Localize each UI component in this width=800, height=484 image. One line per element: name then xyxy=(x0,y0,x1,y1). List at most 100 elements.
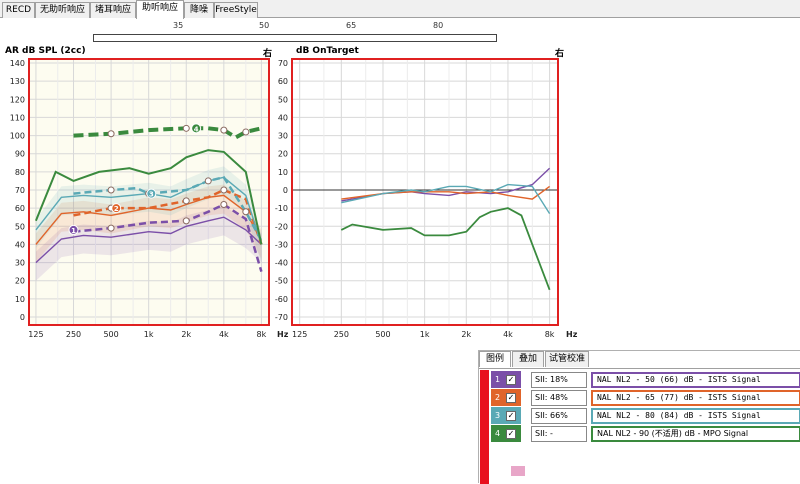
x-tick-label: 500 xyxy=(103,330,118,339)
deviation-curve xyxy=(340,207,551,291)
legend-row[interactable]: 4 ✓ SII: - NAL NL2 - 90 (不适用) dB - MPO S… xyxy=(491,425,800,443)
y-tick-label: 10 xyxy=(278,168,288,177)
x-tick-label: 125 xyxy=(28,330,43,339)
series-checkbox[interactable]: ✓ xyxy=(506,375,516,385)
x-tick-label: 8k xyxy=(257,330,267,339)
target-marker xyxy=(204,177,212,185)
target-curve xyxy=(73,126,262,140)
legend-row[interactable]: 1 ✓ SII: 18% NAL NL2 - 50 (66) dB - ISTS… xyxy=(491,371,800,389)
deviation-curve xyxy=(341,183,551,214)
series-badge-label: 3 xyxy=(149,191,154,199)
x-tick-label: 4k xyxy=(503,330,513,339)
series-checkbox[interactable]: ✓ xyxy=(506,393,516,403)
y-tick-label: 20 xyxy=(278,150,288,159)
ruler-label: 35 xyxy=(173,21,184,30)
x-unit-label: Hz xyxy=(566,330,578,339)
measured-curve xyxy=(34,149,263,245)
legend-row[interactable]: 2 ✓ SII: 48% NAL NL2 - 65 (77) dB - ISTS… xyxy=(491,389,800,407)
y-tick-label: 130 xyxy=(10,77,25,86)
target-marker xyxy=(220,186,228,194)
y-tick-label: -20 xyxy=(275,222,288,231)
legend-tab-legend[interactable]: 图例 xyxy=(479,351,511,367)
series-description: NAL NL2 - 50 (66) dB - ISTS Signal xyxy=(591,372,800,388)
y-tick-label: 50 xyxy=(15,222,25,231)
target-marker xyxy=(220,201,228,209)
target-marker xyxy=(182,124,190,132)
tab-aided-response[interactable]: 助听响应 xyxy=(136,0,184,19)
empty-row-swatch xyxy=(511,466,525,476)
y-tick-label: -40 xyxy=(275,259,288,268)
series-badge-label: 1 xyxy=(71,227,76,235)
y-tick-label: 40 xyxy=(278,113,288,122)
top-tab-bar: RECD 无助听响应 堵耳响应 助听响应 降噪 FreeStyle xyxy=(0,0,800,19)
y-tick-label: 80 xyxy=(15,168,25,177)
ruler-label: 65 xyxy=(346,21,357,30)
x-unit-label: Hz xyxy=(277,330,289,339)
y-tick-label: 140 xyxy=(10,59,25,68)
target-marker xyxy=(107,130,115,138)
sii-value: SII: 48% xyxy=(531,390,587,406)
series-badge xyxy=(68,224,79,235)
x-tick-label: 250 xyxy=(66,330,81,339)
left-chart-ylabel: AR dB SPL (2cc) xyxy=(5,46,86,56)
x-tick-label: 1k xyxy=(420,330,430,339)
range-band xyxy=(35,184,262,263)
y-tick-label: -50 xyxy=(275,277,288,286)
series-checkbox[interactable]: ✓ xyxy=(506,429,516,439)
y-tick-label: 50 xyxy=(278,95,288,104)
range-band xyxy=(35,206,262,281)
series-badge-label: 2 xyxy=(114,205,119,213)
y-tick-label: 30 xyxy=(15,259,25,268)
target-marker xyxy=(182,217,190,225)
legend-row[interactable]: 3 ✓ SII: 66% NAL NL2 - 80 (84) dB - ISTS… xyxy=(491,407,800,425)
legend-tab-overlay[interactable]: 叠加 xyxy=(512,351,544,367)
series-description: NAL NL2 - 80 (84) dB - ISTS Signal xyxy=(591,408,800,424)
range-band xyxy=(35,166,262,263)
y-tick-label: 0 xyxy=(20,313,25,322)
tab-occluded-response[interactable]: 堵耳响应 xyxy=(90,2,136,18)
legend-red-bar xyxy=(480,370,489,484)
y-tick-label: 120 xyxy=(10,95,25,104)
tab-unaided-response[interactable]: 无助听响应 xyxy=(35,2,90,18)
y-tick-label: 0 xyxy=(283,186,288,195)
sii-value: SII: 18% xyxy=(531,372,587,388)
series-badge xyxy=(146,188,157,199)
series-badge xyxy=(111,203,122,214)
series-checkbox[interactable]: ✓ xyxy=(506,411,516,421)
tab-freestyle[interactable]: FreeStyle xyxy=(214,2,258,18)
right-plot-border xyxy=(291,58,559,326)
left-plot-border xyxy=(28,58,270,326)
target-marker xyxy=(107,186,115,194)
y-tick-label: 100 xyxy=(10,132,25,141)
measured-curve xyxy=(35,216,262,264)
x-tick-label: 2k xyxy=(461,330,471,339)
series-badge-label: 4 xyxy=(194,125,199,133)
x-tick-label: 125 xyxy=(292,330,307,339)
target-curve xyxy=(73,175,263,242)
right-chart: 70 60 50 40 30 20 10 0 -10 -20 -30 -40 -50 -60 -70 125 2… xyxy=(275,58,578,339)
y-tick-label: 20 xyxy=(15,277,25,286)
x-tick-label: 8k xyxy=(545,330,555,339)
series-description: NAL NL2 - 65 (77) dB - ISTS Signal xyxy=(591,390,800,406)
target-curve xyxy=(73,203,263,272)
x-tick-label: 2k xyxy=(181,330,191,339)
y-tick-label: 110 xyxy=(10,113,25,122)
y-tick-label: -60 xyxy=(275,295,288,304)
input-level-slider[interactable] xyxy=(93,34,497,42)
y-tick-label: 60 xyxy=(15,204,25,213)
tab-noise-reduction[interactable]: 降噪 xyxy=(184,2,214,18)
sii-value: SII: 66% xyxy=(531,408,587,424)
y-tick-label: 40 xyxy=(15,240,25,249)
series-badge xyxy=(191,123,202,134)
y-tick-label: 70 xyxy=(15,186,25,195)
legend-panel: 图例 叠加 试管校准 1 ✓ SII: 18% NAL NL2 - 50 (66… xyxy=(478,350,800,484)
legend-list: 1 ✓ SII: 18% NAL NL2 - 50 (66) dB - ISTS… xyxy=(479,368,800,484)
y-tick-label: 90 xyxy=(15,150,25,159)
deviation-curve xyxy=(341,185,551,200)
measured-curve xyxy=(35,176,263,245)
tab-recd[interactable]: RECD xyxy=(2,2,35,18)
x-tick-label: 250 xyxy=(334,330,349,339)
legend-tab-coupler-calibration[interactable]: 试管校准 xyxy=(545,351,589,367)
x-tick-label: 500 xyxy=(375,330,390,339)
